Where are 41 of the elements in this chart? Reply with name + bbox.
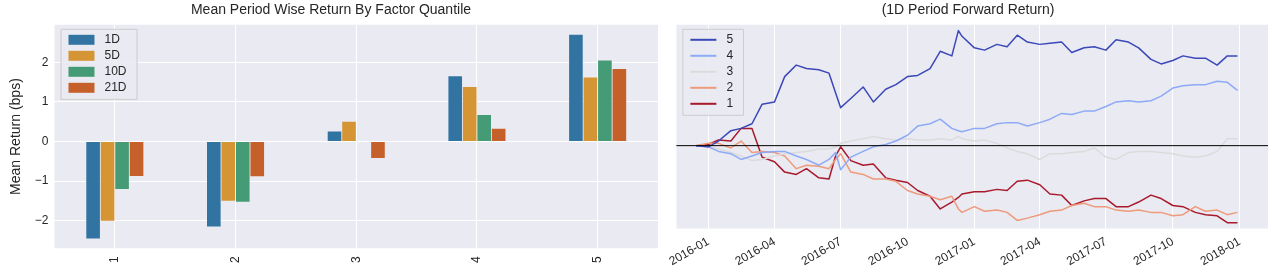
legend-label: 10D <box>104 64 127 79</box>
y-axis-title: Mean Return (bps) <box>7 78 24 195</box>
legend-label: 4 <box>726 48 734 63</box>
bar <box>221 142 236 201</box>
bar <box>448 76 463 142</box>
legend-label: 1D <box>104 32 121 47</box>
legend-label: 2 <box>726 80 734 95</box>
bar <box>477 115 491 142</box>
bar <box>612 69 627 142</box>
y-tick-label: 1 <box>41 94 49 109</box>
y-tick-label: 0 <box>41 133 49 148</box>
legend-label: 21D <box>104 80 127 95</box>
chart-title: Mean Period Wise Return By Factor Quantile <box>190 1 472 18</box>
bar <box>207 142 221 227</box>
bar <box>327 131 342 142</box>
x-tick-label: 4 <box>469 256 484 264</box>
bar <box>342 121 356 142</box>
legend-label: 5D <box>104 48 121 63</box>
x-tick-label: 3 <box>348 256 363 264</box>
bar <box>100 142 115 221</box>
legend-label: 1 <box>726 96 734 111</box>
bar <box>115 142 129 189</box>
x-tick-label: 5 <box>589 256 604 264</box>
bar <box>583 77 598 142</box>
bar <box>86 142 100 239</box>
legend-label: 3 <box>726 64 734 79</box>
bar <box>371 142 385 159</box>
bar <box>569 34 583 142</box>
legend-label: 5 <box>726 32 734 47</box>
y-tick-label: −1 <box>34 173 49 188</box>
bar <box>129 142 144 176</box>
bar <box>462 86 477 142</box>
x-tick-label: 1 <box>107 256 122 264</box>
bar <box>250 142 265 177</box>
y-tick-label: 2 <box>41 54 49 69</box>
bar <box>491 128 506 142</box>
bar <box>598 60 612 142</box>
x-tick-label: 2 <box>227 256 242 264</box>
chart-title: (1D Period Forward Return) <box>881 1 1055 18</box>
bar <box>235 142 250 202</box>
y-tick-label: −2 <box>34 212 49 227</box>
